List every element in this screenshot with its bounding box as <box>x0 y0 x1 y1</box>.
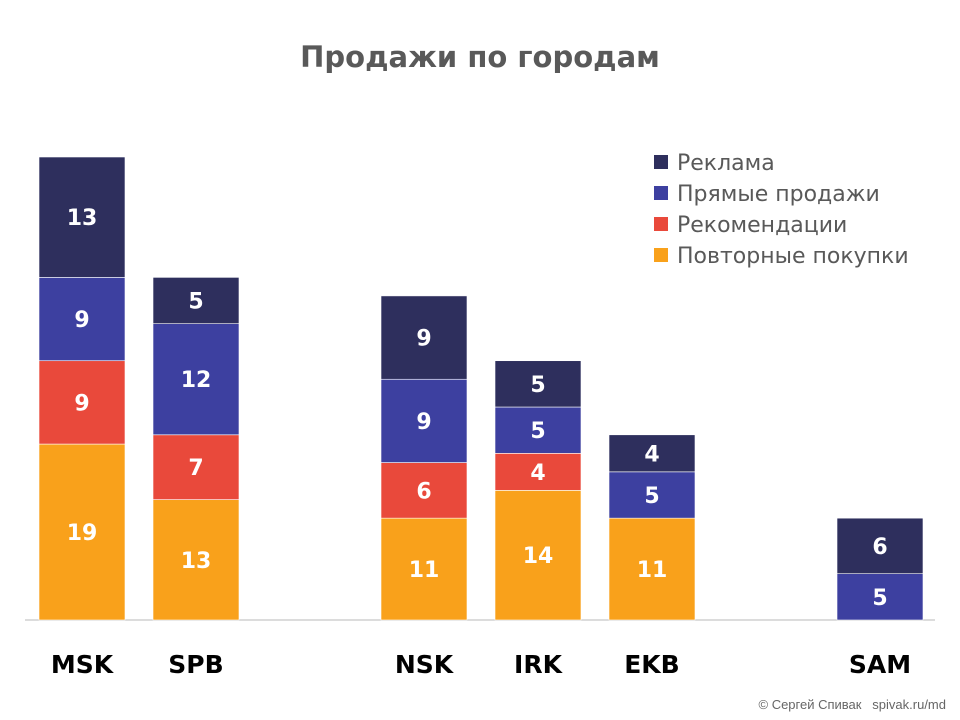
bar-segment <box>380 295 468 380</box>
legend-label: Реклама <box>677 151 775 176</box>
data-label: 9 <box>74 308 89 333</box>
bar-segment <box>152 499 240 621</box>
data-label: 6 <box>872 535 887 560</box>
legend-label: Рекомендации <box>677 213 847 238</box>
bar-segment <box>152 434 240 500</box>
bar-segment <box>38 277 126 362</box>
data-label: 6 <box>416 479 431 504</box>
data-label: 13 <box>181 549 212 574</box>
data-label: 4 <box>644 442 659 467</box>
bar-segment <box>38 443 126 621</box>
x-tick-label: EKB <box>624 650 680 679</box>
bar-segment <box>608 434 696 473</box>
data-label: 9 <box>416 410 431 435</box>
bar-segment <box>836 517 924 575</box>
legend-swatch <box>654 217 668 231</box>
data-label: 14 <box>523 544 554 569</box>
bar-segment <box>38 156 126 278</box>
legend-swatch <box>654 248 668 262</box>
legend-label: Прямые продажи <box>677 182 880 207</box>
x-tick-label: SPB <box>168 650 223 679</box>
data-label: 9 <box>416 327 431 352</box>
data-label: 11 <box>409 558 440 583</box>
bar-segment <box>494 453 582 491</box>
data-label: 5 <box>530 373 545 398</box>
data-label: 19 <box>67 521 98 546</box>
data-label: 5 <box>644 484 659 509</box>
data-label: 13 <box>67 206 98 231</box>
data-label: 5 <box>188 290 203 315</box>
credit: © Сергей Спивак spivak.ru/md <box>758 697 947 712</box>
bar-segment <box>494 406 582 454</box>
bar-segment <box>494 360 582 408</box>
x-tick-label: SAM <box>849 650 911 679</box>
data-label: 12 <box>181 368 212 393</box>
legend-swatch <box>654 186 668 200</box>
chart-title: Продажи по городам <box>300 40 660 74</box>
bar-segment <box>152 323 240 436</box>
bar-segment <box>380 517 468 621</box>
bar-segment <box>608 517 696 621</box>
data-label: 4 <box>530 461 545 486</box>
data-label: 5 <box>872 586 887 611</box>
x-tick-label: IRK <box>514 650 564 679</box>
data-label: 5 <box>530 419 545 444</box>
bar-segment <box>38 360 126 445</box>
x-tick-label: MSK <box>51 650 115 679</box>
legend-swatch <box>654 155 668 169</box>
data-label: 7 <box>188 456 203 481</box>
bar-segment <box>380 462 468 519</box>
x-tick-label: NSK <box>395 650 455 679</box>
bar-segment <box>380 378 468 463</box>
data-label: 11 <box>637 558 668 583</box>
data-label: 9 <box>74 391 89 416</box>
legend-label: Повторные покупки <box>677 244 909 269</box>
bar-segment <box>152 277 240 324</box>
bar-segment <box>836 573 924 621</box>
bar-segment <box>494 490 582 621</box>
bar-segment <box>608 471 696 519</box>
